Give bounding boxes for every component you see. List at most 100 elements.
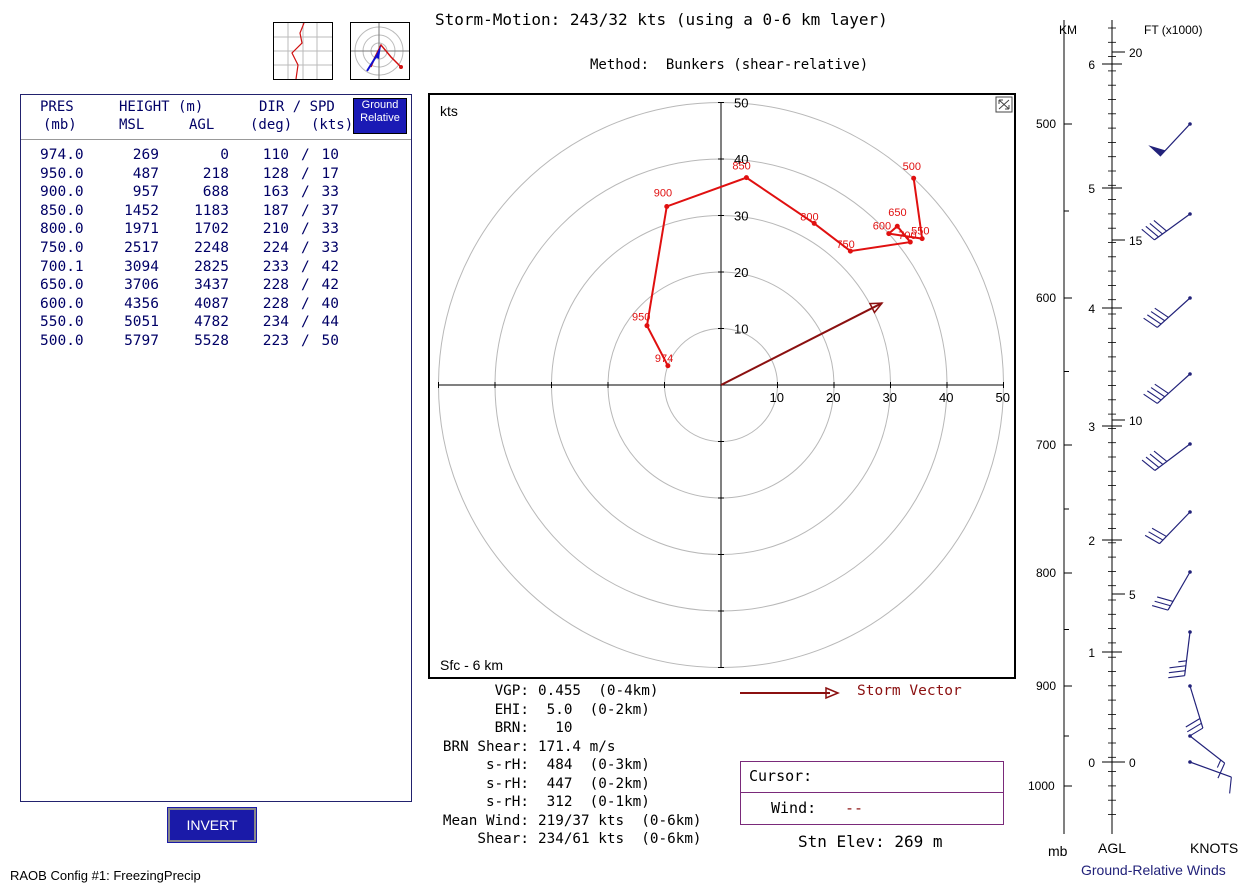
cell-agl: 2825 [194,258,229,275]
cell-agl: 4782 [194,314,229,331]
hodograph-panel[interactable]: 10 10 20 20 30 30 40 40 50 50 kts Sfc - 6 km 974 950 9… [428,93,1016,679]
cell-spd: 42 [321,277,339,294]
barb-full [1151,605,1169,611]
col-spd-unit: (kts) [311,117,354,133]
km-tick-label: 1 [1088,646,1095,660]
stat-value: 484 (0-3km) [538,757,650,773]
table-row[interactable]: 700.1 3094 2825 233 42 / [21,259,411,278]
barb-full [1148,531,1164,541]
barb-station-dot [1188,212,1192,216]
table-row[interactable]: 750.0 2517 2248 224 33 / [21,240,411,259]
cell-pres: 900.0 [40,184,84,201]
stat-value: 312 (0-1km) [538,794,650,810]
barb-full [1153,450,1168,462]
cell-msl: 4356 [124,295,159,312]
cell-dir: 187 [262,202,289,219]
barb-station-dot [1188,296,1192,300]
barb-full [1144,534,1160,545]
table-row[interactable]: 650.0 3706 3437 228 42 / [21,277,411,296]
hodograph-chart[interactable]: 10 10 20 20 30 30 40 40 50 50 kts Sfc - 6 km 974 950 9… [430,95,1014,677]
cell-pres: 550.0 [40,314,84,331]
cell-separator: / [301,184,310,201]
cell-dir: 210 [262,221,289,238]
station-elevation: Stn Elev: 269 m [798,832,943,851]
hodograph-point [919,236,925,242]
barb-staff [1184,631,1191,676]
wind-barb [1143,372,1192,404]
ground-relative-button[interactable]: Ground Relative [353,98,407,134]
barb-full [1143,393,1158,404]
table-row[interactable]: 974.0 269 0 110 10 / [21,147,411,166]
wind-barb [1144,510,1192,545]
table-divider [21,139,411,140]
pressure-label: 500 [903,161,921,173]
wind-label: Wind: [771,799,817,817]
x-tick-label: 30 [883,390,897,405]
col-dir-spd: DIR / SPD [259,99,335,115]
invert-button[interactable]: INVERT [167,807,257,843]
table-row[interactable]: 950.0 487 218 128 17 / [21,166,411,185]
stat-label: s-rH: [485,794,529,810]
hodograph-point [911,175,917,181]
hodograph-point [811,220,817,226]
stat-label: Shear: [477,831,529,847]
wind-profile-icon [274,22,332,80]
barb-full [1154,307,1169,318]
cell-msl: 5051 [124,314,159,331]
barb-full [1147,390,1162,401]
cell-separator: / [301,332,310,349]
stat-label: BRN: [494,720,529,736]
cell-spd: 44 [321,314,339,331]
cell-agl: 1183 [194,202,229,219]
barb-full [1186,722,1202,733]
table-row[interactable]: 800.0 1971 1702 210 33 / [21,221,411,240]
table-row[interactable]: 500.0 5797 5528 223 50 / [21,333,411,352]
cell-separator: / [301,165,310,182]
wind-barb-profile[interactable]: KM FT (x1000)mb AGL KNOTS500600700800900100… [1022,14,1254,864]
barb-station-dot [1188,510,1192,514]
hodograph-icon [351,23,409,79]
barb-flag [1148,145,1166,157]
barb-staff [1189,761,1232,778]
table-row[interactable]: 850.0 1452 1183 187 37 / [21,203,411,222]
barb-full [1150,387,1166,398]
barb-station-dot [1188,372,1192,376]
cell-pres: 950.0 [40,165,84,182]
expand-icon[interactable] [995,96,1013,113]
barb-full [1185,718,1201,728]
wind-profile-thumbnail[interactable] [273,22,333,80]
col-height: HEIGHT (m) [119,99,204,115]
hodograph-thumbnail[interactable] [350,22,410,80]
cell-separator: / [301,258,310,275]
pressure-tick-label: 1000 [1028,779,1055,793]
x-tick-label: 20 [826,390,840,405]
table-row[interactable]: 550.0 5051 4782 234 44 / [21,314,411,333]
stat-row: s-rH: 312 (0-1km) [426,793,716,812]
cell-dir: 233 [262,258,289,275]
wind-barb [1151,570,1192,611]
mb-axis-label: mb [1048,843,1068,859]
table-row[interactable]: 600.0 4356 4087 228 40 / [21,296,411,315]
table-row[interactable]: 900.0 957 688 163 33 / [21,184,411,203]
barb-staff [1189,735,1226,764]
barb-station-dot [1188,442,1192,446]
barb-full [1143,317,1158,328]
cell-spd: 37 [321,202,339,219]
cell-dir: 228 [262,277,289,294]
pressure-tick-label: 900 [1036,679,1056,693]
cell-msl: 3706 [124,277,159,294]
barb-full [1147,314,1162,325]
barb-full [1229,776,1232,794]
stat-value: 171.4 m/s [538,738,616,755]
km-axis-label: KM [1059,23,1077,37]
barb-panel-title: Ground-Relative Winds [1081,862,1226,878]
cell-separator: / [301,202,310,219]
km-tick-label: 0 [1088,756,1095,770]
stat-value: 0.455 (0-4km) [538,683,659,699]
cell-spd: 42 [321,258,339,275]
col-agl: AGL [189,117,215,133]
stat-row: BRN: 10 [426,719,716,738]
units-label: kts [440,103,458,119]
knots-axis-label: KNOTS [1190,840,1238,856]
table-body: 974.0 269 0 110 10 / 950.0 487 218 128 17 / 900.0 957… [21,147,411,352]
